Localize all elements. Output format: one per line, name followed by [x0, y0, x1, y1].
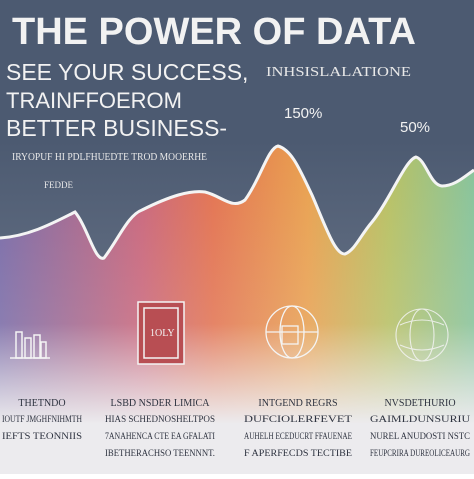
column-line: FEUPCRIRA DUREOLICEAURG [370, 448, 470, 458]
icon-globe [395, 308, 449, 362]
callout: 150% [284, 105, 322, 122]
caption-small: FEDDE [44, 180, 74, 190]
column-line: IBETHERACHSO TEENNNT. [105, 448, 215, 458]
column-line: NUREL ANUDOSTI NSTC [370, 431, 470, 441]
column-line: HIAS SCHEDNOSHELTPOS [105, 414, 215, 424]
column-heading: INTGEND REGRS [258, 398, 337, 409]
icon-globe [265, 305, 319, 359]
text-columns: THETNDO IOUTF JMGHFNIHMTH IEFTS TEONNIIS LS… [2, 398, 471, 458]
caption: IRYOPUF HI PDLFHUEDTE TROD MOOERHE [12, 152, 207, 163]
icon-label: 1OLY [150, 328, 175, 339]
subtitle-line: TRAINFFOEROM [6, 88, 182, 113]
column-line: 7ANAHENCA CTE EA GFALATI [105, 431, 215, 441]
fade [0, 140, 474, 474]
column-heading: NVSDETHURIO [384, 398, 455, 409]
subtitle-line: SEE YOUR SUCCESS, [6, 59, 248, 85]
icon-bars [10, 331, 50, 359]
icon-book: 1OLY [137, 301, 185, 365]
subtitle-line: BETTER BUSINESS- [6, 115, 227, 141]
callout: 50% [400, 119, 430, 136]
column-line: IEFTS TEONNIIS [2, 431, 82, 441]
tag: INHSISLALATIONE [266, 65, 411, 80]
title: THE POWER OF DATA [12, 11, 416, 53]
column-line: IOUTF JMGHFNIHMTH [2, 414, 82, 424]
wave-line [0, 144, 474, 260]
column-heading: LSBD NSDER LIMICA [111, 398, 211, 409]
column-line: F APERFECDS TECTIBE [244, 448, 353, 458]
column-heading: THETNDO [18, 398, 65, 409]
column-line: AUHELH ECEDUCRT FFAUENAE [244, 431, 352, 441]
column-line: DUFCIOLERFEVET [244, 414, 353, 424]
column-line: GAIMLDUNSURIU [370, 414, 471, 424]
